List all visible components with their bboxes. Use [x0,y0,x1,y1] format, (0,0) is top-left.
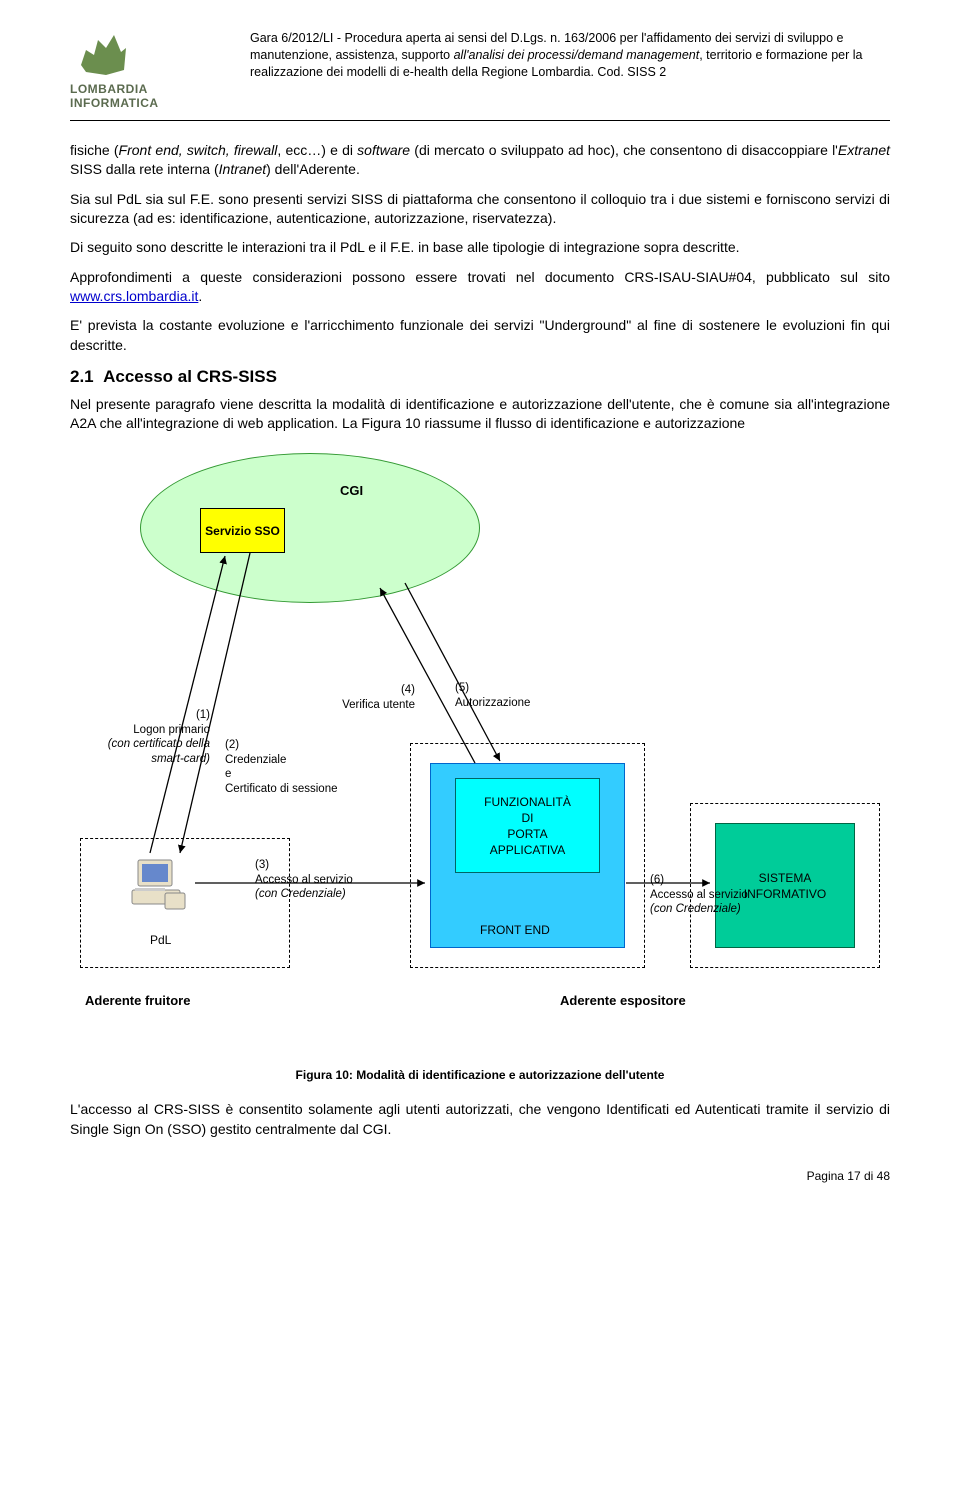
label-1: (1) Logon primario (con certificato dell… [80,708,210,766]
label-4: (4) Verifica utente [295,683,415,712]
funzionalita-box: FUNZIONALITÀDIPORTAAPPLICATIVA [455,778,600,873]
figure-caption: Figura 10: Modalità di identificazione e… [70,1068,890,1082]
logo-text: LOMBARDIA INFORMATICA [70,82,230,110]
section-heading: 2.1 Accesso al CRS-SISS [70,367,890,387]
label-3: (3) Accesso al servizio (con Credenziale… [255,858,405,901]
page-footer: Pagina 17 di 48 [70,1169,890,1183]
label-6: (6) Accesso al servizio (con Credenziale… [650,873,800,916]
label-5: (5) Autorizzazione [455,681,575,710]
paragraph-7: L'accesso al CRS-SISS è consentito solam… [70,1100,890,1139]
crs-link[interactable]: www.crs.lombardia.it [70,288,198,304]
page-header: LOMBARDIA INFORMATICA Gara 6/2012/LI - P… [70,30,890,121]
body-text: fisiche (Front end, switch, firewall, ec… [70,141,890,433]
paragraph-5: E' prevista la costante evoluzione e l'a… [70,316,890,355]
paragraph-4: Approfondimenti a queste considerazioni … [70,268,890,307]
aderente-espositore-label: Aderente espositore [560,993,686,1008]
front-end-label: FRONT END [480,923,550,937]
lombardia-logo-icon [76,30,131,78]
paragraph-2: Sia sul PdL sia sul F.E. sono presenti s… [70,190,890,229]
cgi-label: CGI [340,483,363,498]
cgi-ellipse [140,453,480,603]
label-2: (2) CredenzialeeCertificato di sessione [225,738,385,796]
body-text-after: L'accesso al CRS-SISS è consentito solam… [70,1100,890,1139]
paragraph-3: Di seguito sono descritte le interazioni… [70,238,890,257]
paragraph-1: fisiche (Front end, switch, firewall, ec… [70,141,890,180]
logo-block: LOMBARDIA INFORMATICA [70,30,230,110]
pdl-label: PdL [150,933,171,947]
header-description: Gara 6/2012/LI - Procedura aperta ai sen… [250,30,890,81]
aderente-fruitore-label: Aderente fruitore [85,993,190,1008]
computer-icon [130,858,190,913]
sso-box: Servizio SSO [200,508,285,553]
diagram-figure-10: CGI Servizio SSO FUNZIONALITÀDIPORTAAPPL… [80,453,880,1053]
paragraph-6: Nel presente paragrafo viene descritta l… [70,395,890,434]
